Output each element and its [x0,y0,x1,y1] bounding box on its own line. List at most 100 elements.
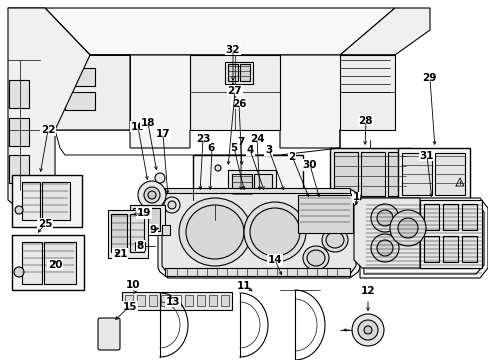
Bar [461,236,476,262]
Text: 3: 3 [264,145,271,156]
Polygon shape [158,190,359,278]
Polygon shape [353,198,419,268]
Bar [125,295,133,306]
Bar [240,64,249,81]
Circle shape [363,326,371,334]
Bar [111,214,127,252]
Bar [164,188,349,193]
Ellipse shape [325,232,343,248]
Bar [12,175,82,227]
Bar [173,295,181,306]
Text: 29: 29 [421,73,436,84]
Bar [423,236,438,262]
Circle shape [351,314,383,346]
Text: 10: 10 [125,280,140,290]
Circle shape [163,197,180,213]
Bar [442,204,457,230]
Bar [12,235,84,290]
Text: 1: 1 [352,192,359,202]
Bar [434,153,464,195]
Polygon shape [8,8,90,110]
Bar [329,148,411,200]
Bar [184,295,193,306]
Text: 24: 24 [249,134,264,144]
Text: 27: 27 [227,86,242,96]
Ellipse shape [244,202,305,262]
Bar [224,62,252,84]
Circle shape [370,234,398,262]
Bar [137,295,145,306]
Circle shape [370,204,398,232]
Ellipse shape [305,208,330,232]
Bar [360,152,384,196]
Ellipse shape [249,208,299,256]
Text: 11: 11 [237,281,251,291]
Text: 2: 2 [288,152,295,162]
Text: 14: 14 [267,255,282,265]
Bar [397,148,469,200]
Bar [423,204,438,230]
Bar [108,210,148,258]
Text: 7: 7 [237,137,244,147]
Bar [221,295,228,306]
Ellipse shape [185,205,244,259]
Circle shape [15,206,23,214]
Ellipse shape [303,246,328,270]
Circle shape [168,201,176,209]
Text: 30: 30 [302,160,316,170]
Text: 17: 17 [155,129,170,139]
Text: 28: 28 [358,116,372,126]
Text: 23: 23 [195,134,210,144]
Bar [122,292,231,310]
Bar [419,200,481,268]
Ellipse shape [308,212,326,228]
Text: 6: 6 [207,143,214,153]
Bar [333,152,357,196]
Text: 26: 26 [231,99,246,109]
Polygon shape [55,55,394,148]
Text: 12: 12 [360,286,374,296]
Bar [22,182,40,220]
Circle shape [357,320,377,340]
Bar [130,205,164,235]
Circle shape [155,173,164,183]
Bar [44,242,76,284]
FancyBboxPatch shape [98,318,120,350]
Polygon shape [363,202,483,274]
Text: 25: 25 [38,219,53,229]
Text: 16: 16 [130,122,145,132]
Bar [42,182,70,220]
Bar [461,204,476,230]
Circle shape [376,210,392,226]
Bar [401,153,431,195]
Circle shape [376,240,392,256]
Bar [65,92,95,110]
Circle shape [215,165,221,171]
Text: 21: 21 [113,249,127,259]
Bar [22,242,42,284]
Text: 31: 31 [419,150,433,161]
Text: 13: 13 [165,297,180,307]
Text: 9: 9 [150,225,157,235]
Polygon shape [359,198,487,278]
Bar [387,152,405,196]
Text: 32: 32 [225,45,240,55]
Bar [9,155,29,183]
Circle shape [397,218,417,238]
Ellipse shape [321,228,347,252]
Polygon shape [190,55,280,130]
Bar [162,225,170,235]
Bar [253,174,271,202]
Ellipse shape [179,198,250,266]
Bar [161,295,169,306]
Circle shape [389,210,425,246]
Text: 18: 18 [141,118,155,128]
Bar [135,242,145,250]
Circle shape [138,181,165,209]
Text: 8: 8 [137,240,143,251]
Circle shape [148,191,156,199]
Circle shape [14,267,24,277]
Bar [65,68,95,86]
Bar [9,118,29,146]
Bar [130,214,143,252]
